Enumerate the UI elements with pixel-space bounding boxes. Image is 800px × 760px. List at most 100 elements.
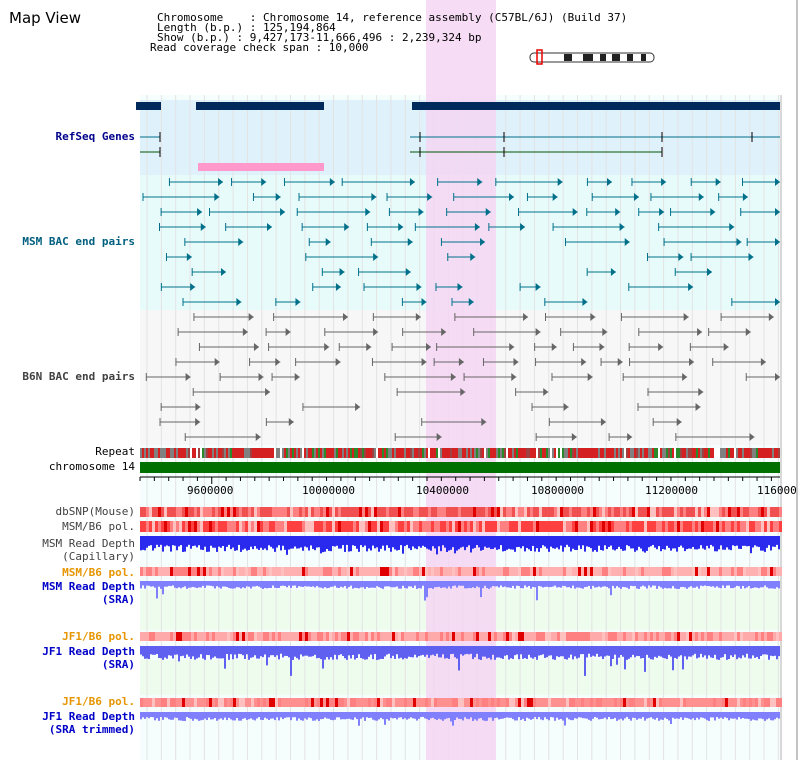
read-depth-bar [190,581,192,588]
polymorphism-cell [416,632,419,641]
polymorphism-cell [764,521,767,532]
read-depth-bar [612,646,614,659]
polymorphism-cell [728,698,731,707]
polymorphism-cell [449,567,452,576]
repeat-segment [216,448,218,458]
repeat-segment [294,448,296,458]
polymorphism-cell [305,507,308,517]
polymorphism-cell [527,507,530,517]
read-depth-bar [650,646,652,660]
read-depth-bar [352,581,354,589]
polymorphism-cell [701,632,704,641]
read-depth-bar [208,712,210,718]
polymorphism-cell [755,632,758,641]
polymorphism-cell [581,521,584,532]
polymorphism-cell [311,632,314,641]
polymorphism-cell [146,698,149,707]
polymorphism-cell [410,507,413,517]
polymorphism-cell [149,698,152,707]
msm-bac-pair-end [619,223,625,231]
read-depth-bar [452,581,454,587]
polymorphism-cell [548,698,551,707]
polymorphism-cell [305,632,308,641]
polymorphism-cell [662,507,665,517]
read-depth-bar [484,536,486,547]
read-depth-bar [216,712,218,721]
repeat-segment [550,448,552,458]
track-label-b6n-bac[interactable]: B6N BAC end pairs [22,370,135,383]
polymorphism-cell [164,698,167,707]
read-depth-bar [394,712,396,719]
polymorphism-cell [671,567,674,576]
read-depth-bar [738,536,740,549]
track-label-msm-b6-pol-2[interactable]: MSM/B6 pol. [62,566,135,579]
read-depth-bar [428,712,430,721]
read-depth-bar [480,712,482,719]
track-label-repeat[interactable]: Repeat [95,445,135,458]
track-label-msm-depth-capillary[interactable]: MSM Read Depth [42,537,135,550]
read-depth-bar [270,581,272,589]
polymorphism-cell [770,698,773,707]
track-label-msm-depth-sra[interactable]: MSM Read Depth [42,580,135,593]
polymorphism-cell [443,632,446,641]
track-label-jf1-depth-trimmed[interactable]: JF1 Read Depth [42,710,135,723]
read-depth-bar [664,581,666,588]
read-depth-bar [684,646,686,657]
msm-bac-pair-end [373,253,379,261]
read-depth-bar [306,536,308,548]
read-depth-bar [256,536,258,549]
read-depth-bar [352,712,354,720]
polymorphism-cell [719,698,722,707]
read-depth-bar [470,536,472,553]
read-depth-bar [658,536,660,547]
read-depth-bar [530,712,532,720]
polymorphism-cell [173,507,176,517]
track-label-msm-b6-pol[interactable]: MSM/B6 pol. [62,520,135,533]
polymorphism-cell [524,698,527,707]
read-depth-bar [598,646,600,657]
msm-bac-pair-end [421,298,427,306]
polymorphism-cell [746,698,749,707]
read-depth-bar [340,581,342,587]
polymorphism-cell [761,632,764,641]
read-depth-bar [284,581,286,586]
read-depth-bar [284,536,286,550]
polymorphism-cell [569,521,572,532]
read-depth-bar [460,581,462,586]
polymorphism-cell [233,521,236,532]
read-depth-bar [698,536,700,549]
read-depth-bar [328,581,330,588]
polymorphism-cell [182,632,185,641]
read-depth-bar [240,712,242,721]
track-label-refseq[interactable]: RefSeq Genes [55,130,135,143]
repeat-segment [420,448,422,458]
read-depth-bar [588,646,590,654]
polymorphism-cell [446,507,449,517]
track-label-jf1-b6-pol[interactable]: JF1/B6 pol. [62,630,135,643]
polymorphism-cell [731,632,734,641]
polymorphism-cell [173,632,176,641]
read-depth-bar [632,536,634,549]
repeat-segment [210,448,212,458]
repeat-segment [654,448,656,458]
polymorphism-cell [698,632,701,641]
read-depth-bar [536,536,538,549]
read-depth-bar [776,712,778,718]
track-label-jf1-b6-pol-2[interactable]: JF1/B6 pol. [62,695,135,708]
repeat-segment [626,448,628,458]
read-depth-bar [742,581,744,587]
track-label-chromosome[interactable]: chromosome 14 [48,460,135,473]
track-label-jf1-depth-sra[interactable]: JF1 Read Depth [42,645,135,658]
track-label-dbsnp[interactable]: dbSNP(Mouse) [55,505,135,518]
read-depth-bar [366,581,368,587]
polymorphism-cell [371,567,374,576]
read-depth-bar [760,536,762,551]
track-label-msm-bac[interactable]: MSM BAC end pairs [22,235,135,248]
polymorphism-cell [377,507,380,517]
read-depth-bar [336,712,338,718]
polymorphism-cell [479,507,482,517]
polymorphism-cell [182,698,185,707]
read-depth-bar [204,536,206,547]
polymorphism-cell [383,567,386,576]
